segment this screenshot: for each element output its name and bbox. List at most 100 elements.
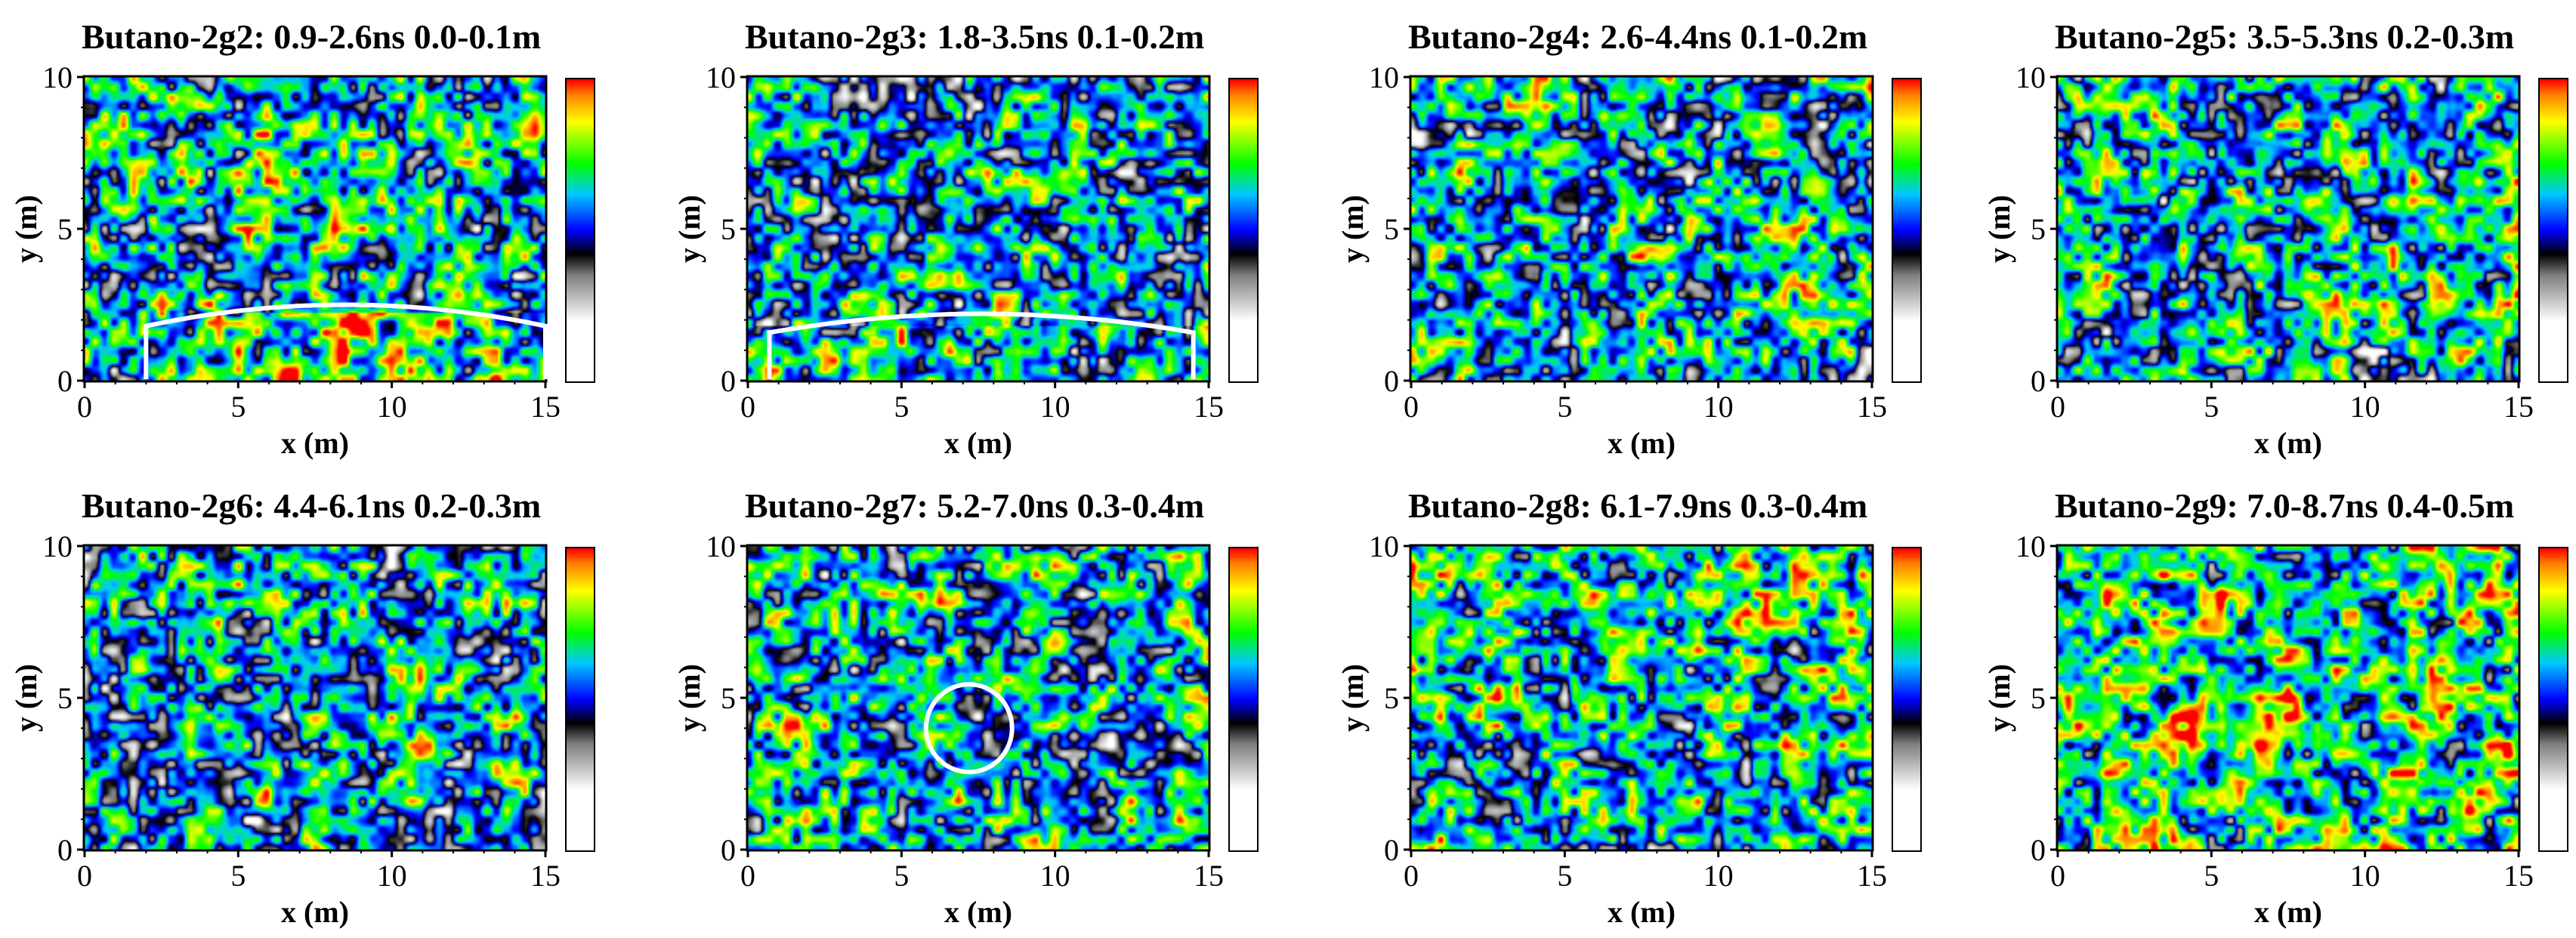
- x-axis-label: x (m): [1608, 426, 1676, 460]
- x-tick-label: 15: [530, 390, 561, 424]
- y-tick-label: 10: [706, 529, 736, 563]
- x-tick-label: 10: [1703, 859, 1734, 893]
- x-tick-label: 15: [2503, 390, 2534, 424]
- colorbar: [2538, 547, 2568, 852]
- x-tick-label: 5: [2204, 390, 2219, 424]
- y-axis-label: y (m): [672, 195, 706, 263]
- y-tick-label: 10: [2015, 529, 2046, 563]
- chart-axes: 0 5 10 15 0 5 10 x (m) y (m): [9, 529, 561, 929]
- heatmap-image: [748, 546, 1209, 850]
- chart-panel-2: Butano-2g2: 0.9-2.6ns 0.0-0.1m 0 5 10 15 0 5 10…: [0, 0, 644, 469]
- x-tick-label: 15: [1857, 859, 1887, 893]
- colorbar-gradient: [567, 548, 594, 850]
- colorbar-gradient: [2540, 79, 2567, 381]
- y-axis-label: y (m): [1336, 195, 1370, 263]
- chart-axes: 0 5 10 15 0 5 10 x (m) y (m): [1982, 529, 2534, 929]
- plot-frame: [82, 544, 548, 852]
- y-tick-label: 0: [57, 364, 73, 398]
- chart-title: Butano-2g2: 0.9-2.6ns 0.0-0.1m: [82, 17, 542, 56]
- chart-axes: 0 5 10 15 0 5 10 x (m) y (m): [1336, 529, 1887, 929]
- x-tick-label: 5: [894, 390, 909, 424]
- x-axis-label: x (m): [281, 426, 349, 460]
- chart-panel-9: Butano-2g9: 7.0-8.7ns 0.4-0.5m 0 5 10 15 0 5 10…: [1973, 469, 2576, 938]
- y-tick-label: 5: [721, 212, 736, 246]
- y-axis-label: y (m): [1982, 664, 2016, 732]
- x-tick-label: 10: [377, 859, 407, 893]
- x-axis-label: x (m): [1608, 895, 1676, 929]
- y-axis-label: y (m): [9, 664, 43, 732]
- x-tick-label: 10: [1040, 859, 1070, 893]
- plot-frame: [746, 75, 1211, 383]
- x-tick-label: 0: [77, 859, 92, 893]
- y-tick-label: 5: [721, 681, 736, 715]
- plot-frame: [1409, 544, 1874, 852]
- chart-title: Butano-2g8: 6.1-7.9ns 0.3-0.4m: [1408, 486, 1868, 525]
- x-tick-label: 15: [1857, 390, 1887, 424]
- x-tick-label: 5: [1557, 859, 1572, 893]
- heatmap-image: [2058, 546, 2519, 850]
- colorbar: [1892, 547, 1922, 852]
- y-tick-label: 10: [2015, 60, 2046, 94]
- x-axis-label: x (m): [2254, 895, 2322, 929]
- x-tick-label: 0: [2050, 859, 2065, 893]
- x-tick-label: 10: [2350, 390, 2380, 424]
- colorbar-gradient: [2540, 548, 2567, 850]
- colorbar: [1892, 78, 1922, 383]
- y-tick-label: 10: [1369, 60, 1399, 94]
- y-tick-label: 0: [721, 833, 736, 867]
- feature-circle: [923, 682, 1015, 775]
- y-tick-label: 5: [57, 681, 73, 715]
- x-tick-label: 0: [1404, 859, 1419, 893]
- plot-frame: [1409, 75, 1874, 383]
- x-tick-label: 0: [740, 390, 755, 424]
- y-tick-label: 0: [721, 364, 736, 398]
- x-tick-label: 10: [377, 390, 407, 424]
- chart-panel-3: Butano-2g3: 1.8-3.5ns 0.1-0.2m 0 5 10 15 0 5 10…: [663, 0, 1307, 469]
- colorbar-gradient: [1230, 548, 1257, 850]
- x-tick-label: 15: [2503, 859, 2534, 893]
- tree-outline-arc: [144, 302, 548, 379]
- y-axis-label: y (m): [9, 195, 43, 263]
- y-tick-label: 0: [57, 833, 73, 867]
- plot-frame: [82, 75, 548, 383]
- heatmap-image: [1411, 546, 1872, 850]
- colorbar-gradient: [1893, 79, 1920, 381]
- chart-title: Butano-2g9: 7.0-8.7ns 0.4-0.5m: [2055, 486, 2515, 525]
- chart-panel-7: Butano-2g7: 5.2-7.0ns 0.3-0.4m 0 5 10 15 0 5 10…: [663, 469, 1307, 938]
- y-axis-label: y (m): [672, 664, 706, 732]
- y-tick-label: 5: [2031, 212, 2046, 246]
- chart-panel-5: Butano-2g5: 3.5-5.3ns 0.2-0.3m 0 5 10 15 0 5 10…: [1973, 0, 2576, 469]
- x-tick-label: 0: [740, 859, 755, 893]
- y-tick-label: 10: [706, 60, 736, 94]
- y-tick-label: 5: [2031, 681, 2046, 715]
- y-tick-label: 5: [1384, 681, 1399, 715]
- tree-outline-arc: [767, 311, 1196, 379]
- y-axis-label: y (m): [1336, 664, 1370, 732]
- y-tick-label: 0: [2031, 833, 2046, 867]
- plot-frame: [2056, 75, 2521, 383]
- colorbar: [1228, 547, 1259, 852]
- chart-axes: 0 5 10 15 0 5 10 x (m) y (m): [1336, 60, 1887, 460]
- chart-axes: 0 5 10 15 0 5 10 x (m) y (m): [672, 529, 1224, 929]
- x-axis-label: x (m): [281, 895, 349, 929]
- chart-title: Butano-2g7: 5.2-7.0ns 0.3-0.4m: [745, 486, 1205, 525]
- x-tick-label: 5: [230, 390, 246, 424]
- colorbar: [2538, 78, 2568, 383]
- x-axis-label: x (m): [2254, 426, 2322, 460]
- colorbar: [1228, 78, 1259, 383]
- chart-title: Butano-2g5: 3.5-5.3ns 0.2-0.3m: [2055, 17, 2515, 56]
- heatmap-image: [85, 77, 545, 381]
- heatmap-image: [748, 77, 1209, 381]
- chart-panel-8: Butano-2g8: 6.1-7.9ns 0.3-0.4m 0 5 10 15 0 5 10…: [1327, 469, 1970, 938]
- heatmap-image: [1411, 77, 1872, 381]
- chart-panel-4: Butano-2g4: 2.6-4.4ns 0.1-0.2m 0 5 10 15 0 5 10…: [1327, 0, 1970, 469]
- chart-axes: 0 5 10 15 0 5 10 x (m) y (m): [672, 60, 1224, 460]
- x-tick-label: 0: [77, 390, 92, 424]
- y-tick-label: 10: [1369, 529, 1399, 563]
- heatmap-image: [2058, 77, 2519, 381]
- x-tick-label: 15: [530, 859, 561, 893]
- plot-frame: [2056, 544, 2521, 852]
- x-tick-label: 5: [894, 859, 909, 893]
- y-tick-label: 10: [42, 529, 73, 563]
- x-tick-label: 10: [2350, 859, 2380, 893]
